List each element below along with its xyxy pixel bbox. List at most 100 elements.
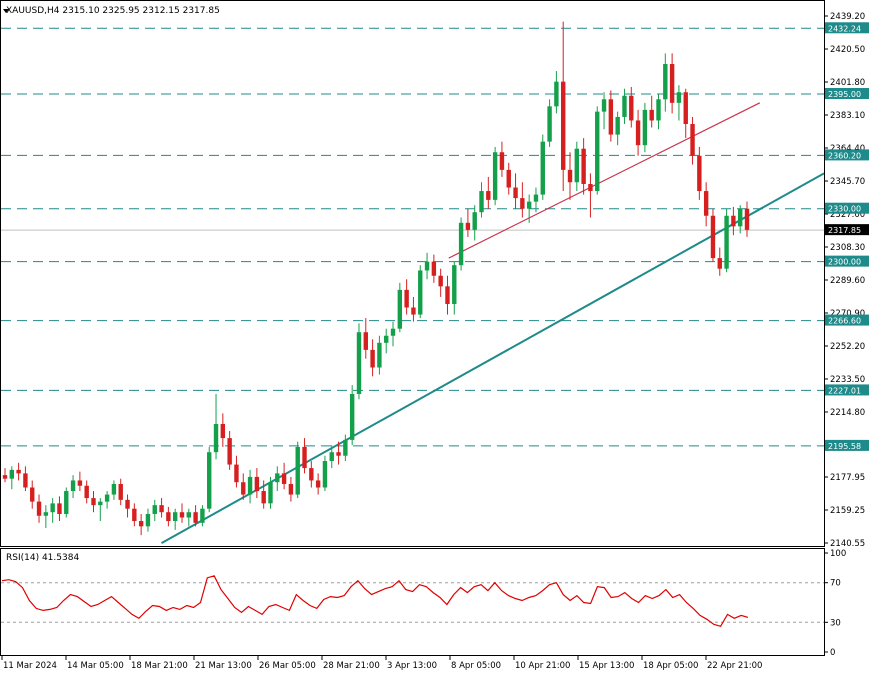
candle [57, 496, 62, 522]
candle [70, 475, 76, 499]
price-tick-label: 2233.50 [830, 375, 865, 385]
candle [390, 321, 396, 347]
candle [91, 491, 96, 513]
candle [77, 471, 83, 492]
price-axis: 2439.20 2420.50 2401.80 2383.10 2364.40 2345.… [824, 12, 865, 549]
candle [683, 88, 688, 139]
candle [567, 152, 573, 200]
candle [152, 499, 157, 522]
candle [601, 92, 607, 130]
candle [281, 462, 287, 490]
rsi-axis: 100 70 30 0 [824, 549, 846, 658]
candle [458, 217, 464, 271]
candle [111, 480, 117, 500]
candle [438, 268, 443, 297]
rsi-panel: RSI(14) 41.5384 100 70 30 0 [0, 548, 846, 658]
candle [533, 187, 539, 213]
price-tick-label: 2383.10 [830, 111, 865, 121]
horizontal-levels [1, 27, 824, 447]
time-tick-label: 14 Mar 05:00 [67, 661, 124, 671]
candle [43, 505, 49, 529]
candle [104, 491, 110, 509]
price-tick-label: 2159.25 [830, 506, 865, 516]
time-tick-label: 28 Mar 21:00 [323, 661, 380, 671]
candle [561, 21, 566, 192]
candle [247, 469, 253, 504]
candle [731, 206, 736, 236]
level-label-box [825, 202, 869, 214]
candle [697, 146, 702, 200]
candle [64, 487, 69, 518]
time-tick-label: 8 Apr 05:00 [451, 661, 501, 671]
candle [343, 434, 348, 462]
candle [329, 445, 334, 469]
candle [513, 173, 518, 209]
candle [118, 478, 123, 506]
candle [275, 466, 280, 492]
candle [377, 335, 382, 375]
candle [349, 385, 355, 446]
level-label: 2227.01 [828, 386, 861, 395]
candle [547, 99, 552, 147]
level-label: 2195.58 [828, 442, 861, 451]
candle [669, 53, 675, 114]
symbol-header: XAUUSD,H4 2315.10 2325.95 2312.15 2317.8… [6, 6, 220, 16]
rsi-tick-label: 30 [830, 618, 841, 628]
candle [159, 498, 164, 518]
price-tick-label: 2401.80 [830, 78, 865, 88]
time-tick-label: 10 Apr 21:00 [515, 661, 570, 671]
candle [540, 134, 545, 200]
candle [288, 476, 294, 502]
candle [581, 138, 586, 195]
candle [220, 413, 226, 447]
candle [138, 513, 144, 536]
candle [370, 339, 375, 377]
candle [254, 468, 260, 499]
candle [166, 506, 171, 527]
candle [656, 93, 661, 130]
candle [486, 176, 491, 209]
level-label: 2266.60 [828, 317, 861, 326]
rsi-tick-label: 70 [830, 579, 841, 589]
candles [2, 21, 750, 536]
candle [30, 480, 35, 509]
level-label: 2395.00 [828, 90, 861, 99]
level-label-box [825, 149, 869, 161]
candle [132, 503, 137, 527]
candle [241, 473, 246, 500]
candle [465, 208, 471, 237]
rsi-tick-label: 100 [830, 549, 846, 559]
level-label-box [825, 314, 869, 326]
price-tick-label: 2364.40 [830, 144, 865, 154]
price-tick-label: 2270.90 [830, 309, 865, 319]
level-label: 2432.24 [828, 24, 861, 33]
candle [499, 141, 505, 177]
candle [663, 53, 668, 112]
level-label-box [825, 439, 869, 451]
candle [186, 508, 191, 527]
candle [404, 279, 409, 315]
level-label-box [825, 22, 869, 34]
candle [125, 494, 130, 518]
level-label: 2360.20 [828, 151, 861, 160]
candle [172, 508, 178, 530]
candle [676, 85, 682, 121]
candle [526, 194, 532, 223]
candle [227, 431, 232, 470]
level-label: 2330.00 [828, 205, 861, 214]
price-tick-label: 2345.70 [830, 177, 865, 187]
level-labels: 2432.24 2395.00 2360.20 2330.00 2300.00 2266.… [825, 22, 869, 451]
candle [322, 455, 328, 492]
price-tick-label: 2308.30 [830, 243, 865, 253]
candle [84, 480, 89, 504]
time-tick-label: 26 Mar 05:00 [259, 661, 316, 671]
candle [363, 318, 368, 359]
candle [268, 476, 273, 509]
collapse-icon[interactable] [3, 9, 9, 13]
trendline[interactable] [448, 102, 761, 259]
candle [554, 71, 559, 114]
candle [179, 503, 185, 523]
candle [200, 505, 205, 527]
candle [356, 323, 362, 400]
candle [295, 441, 300, 499]
